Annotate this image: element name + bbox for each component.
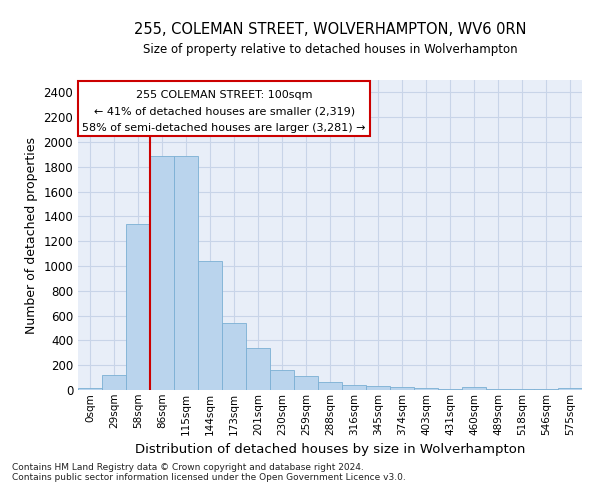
Text: ← 41% of detached houses are smaller (2,319): ← 41% of detached houses are smaller (2,… <box>94 106 355 116</box>
Bar <box>342 385 366 390</box>
Bar <box>78 388 102 390</box>
Bar <box>174 156 198 390</box>
Bar <box>246 348 270 390</box>
Bar <box>558 388 582 390</box>
Bar <box>390 387 414 390</box>
Bar <box>366 386 390 390</box>
Text: Contains HM Land Registry data © Crown copyright and database right 2024.: Contains HM Land Registry data © Crown c… <box>12 462 364 471</box>
Bar <box>414 388 438 390</box>
Text: Contains public sector information licensed under the Open Government Licence v3: Contains public sector information licen… <box>12 472 406 482</box>
Text: Size of property relative to detached houses in Wolverhampton: Size of property relative to detached ho… <box>143 42 517 56</box>
Text: 58% of semi-detached houses are larger (3,281) →: 58% of semi-detached houses are larger (… <box>82 122 366 132</box>
Bar <box>150 156 174 390</box>
Bar <box>462 387 486 390</box>
Bar <box>126 224 150 390</box>
FancyBboxPatch shape <box>78 81 370 136</box>
Text: 255, COLEMAN STREET, WOLVERHAMPTON, WV6 0RN: 255, COLEMAN STREET, WOLVERHAMPTON, WV6 … <box>134 22 526 38</box>
Bar <box>198 261 222 390</box>
Text: 255 COLEMAN STREET: 100sqm: 255 COLEMAN STREET: 100sqm <box>136 90 313 100</box>
Bar <box>270 370 294 390</box>
Y-axis label: Number of detached properties: Number of detached properties <box>25 136 38 334</box>
X-axis label: Distribution of detached houses by size in Wolverhampton: Distribution of detached houses by size … <box>135 443 525 456</box>
Bar <box>294 376 318 390</box>
Bar <box>102 375 126 390</box>
Bar <box>318 382 342 390</box>
Bar <box>222 323 246 390</box>
